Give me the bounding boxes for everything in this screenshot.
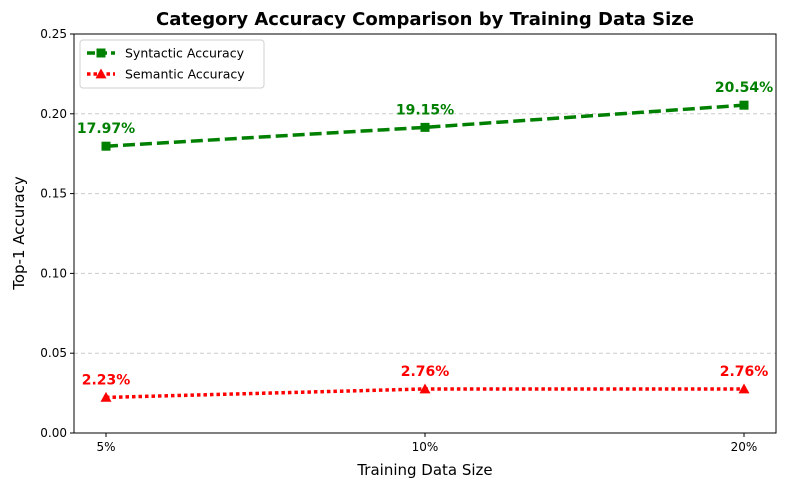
- series-line: [105, 103, 745, 148]
- x-axis-ticks: 5% 10% 20%: [96, 433, 757, 454]
- x-axis-label: Training Data Size: [356, 461, 492, 479]
- y-tick-label: 0.25: [40, 27, 67, 41]
- data-point: [101, 141, 111, 151]
- data-point: [100, 391, 112, 402]
- legend-box: [79, 39, 265, 89]
- series-semantic: 2.23% 2.76% 2.76%: [82, 364, 769, 402]
- data-label: 17.97%: [77, 121, 135, 137]
- legend-label: Syntactic Accuracy: [125, 46, 245, 61]
- legend-entry: Semantic Accuracy: [87, 67, 245, 82]
- legend-label: Semantic Accuracy: [125, 67, 245, 82]
- y-tick-label: 0.05: [40, 346, 67, 360]
- data-label: 2.23%: [82, 372, 131, 388]
- x-tick-label: 5%: [96, 440, 115, 454]
- data-point: [738, 383, 750, 394]
- data-label: 2.76%: [720, 364, 769, 380]
- x-tick-label: 10%: [412, 440, 439, 454]
- grid: [74, 113, 776, 354]
- x-tick-label: 20%: [731, 440, 758, 454]
- legend: Syntactic Accuracy Semantic Accuracy: [79, 39, 265, 89]
- data-label: 20.54%: [715, 80, 773, 96]
- legend-marker: [95, 68, 107, 79]
- series-group: 17.97% 19.15% 20.54% 2.23% 2.76% 2.76%: [77, 80, 773, 402]
- chart-title: Category Accuracy Comparison by Training…: [156, 9, 694, 30]
- legend-marker: [96, 48, 106, 58]
- data-point: [420, 122, 430, 132]
- y-axis-label: Top-1 Accuracy: [10, 176, 28, 291]
- data-label: 19.15%: [396, 102, 454, 118]
- data-point: [739, 100, 749, 110]
- data-point: [419, 383, 431, 394]
- series-syntactic: 17.97% 19.15% 20.54%: [77, 80, 773, 151]
- legend-entry: Syntactic Accuracy: [87, 46, 245, 61]
- legend-items: Syntactic Accuracy Semantic Accuracy: [87, 46, 245, 82]
- y-axis-ticks: 0.00 0.05 0.10 0.15 0.20 0.25: [40, 27, 74, 440]
- y-tick-label: 0.20: [40, 107, 67, 121]
- data-label: 2.76%: [401, 364, 450, 380]
- y-tick-label: 0.15: [40, 187, 67, 201]
- y-tick-label: 0.10: [40, 266, 67, 280]
- y-tick-label: 0.00: [40, 426, 67, 440]
